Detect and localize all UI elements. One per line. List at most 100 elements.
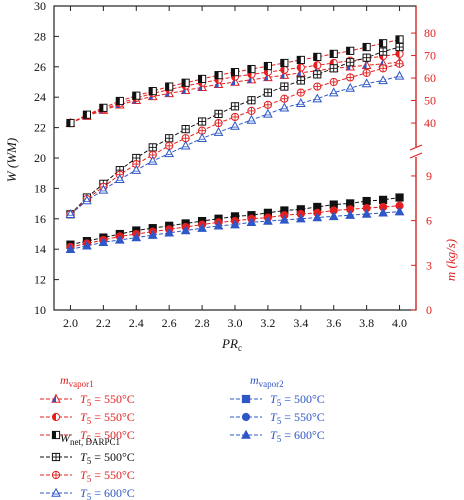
- series-8: [65, 70, 405, 218]
- data-point: [312, 212, 323, 222]
- data-point: [263, 88, 273, 97]
- data-point: [280, 58, 289, 68]
- series-line: [70, 211, 400, 250]
- x-tick-label: 2.2: [96, 316, 111, 330]
- legend-marker: [51, 487, 61, 497]
- data-point: [164, 148, 175, 158]
- data-point: [362, 53, 371, 62]
- legend-group-mvapor1: mvapor1 T5 = 550°C T5 = 550°C T5 = 500°C: [40, 373, 135, 444]
- data-point: [230, 112, 240, 122]
- legend-label: T5 = 500°C: [80, 450, 135, 466]
- data-point: [181, 78, 190, 87]
- data-point: [82, 110, 92, 119]
- data-point: [147, 229, 158, 239]
- data-point: [263, 215, 273, 225]
- legend-title: mvapor2: [250, 373, 284, 389]
- data-point: [395, 42, 404, 52]
- series-line: [70, 197, 400, 246]
- data-point: [247, 96, 256, 105]
- legend-title: mvapor1: [60, 373, 94, 389]
- data-point: [362, 196, 371, 206]
- data-point: [246, 114, 257, 124]
- legend-marker: [51, 412, 61, 422]
- y-left-tick-label: 22: [34, 121, 46, 135]
- data-point: [197, 132, 207, 142]
- legend-label: T5 = 550°C: [80, 468, 135, 484]
- data-point: [98, 184, 109, 194]
- data-point: [165, 82, 174, 91]
- legend-label: T5 = 500°C: [270, 392, 325, 408]
- y-right-axis-label: m (kg/s): [443, 239, 458, 281]
- data-point: [99, 103, 108, 112]
- data-point: [345, 209, 356, 219]
- legend-label: T5 = 550°C: [270, 410, 325, 426]
- plot-frame: [53, 5, 417, 311]
- data-point: [313, 52, 322, 62]
- data-point: [164, 227, 175, 237]
- y-right-tick-label: 70: [424, 49, 436, 63]
- data-point: [115, 96, 124, 106]
- legend-group-mvapor2: mvapor2 T5 = 500°C T5 = 550°C T5 = 600°C: [230, 373, 325, 444]
- data-point: [148, 143, 157, 152]
- data-point: [114, 174, 125, 183]
- series-line: [70, 205, 400, 248]
- legend-label: T5 = 500°C: [80, 428, 135, 444]
- data-point: [263, 100, 273, 109]
- y-left-tick-label: 30: [34, 0, 46, 13]
- data-point: [213, 220, 224, 230]
- data-point: [214, 71, 223, 80]
- x-tick-label: 3.4: [293, 316, 308, 330]
- data-point: [263, 72, 273, 82]
- legend-marker: [241, 394, 251, 404]
- series-2: [66, 35, 404, 128]
- data-point: [131, 232, 142, 242]
- data-point: [361, 208, 372, 218]
- data-point: [346, 58, 355, 67]
- data-point: [378, 207, 388, 217]
- y-left-axis-label: W (WM): [4, 138, 19, 182]
- data-point: [280, 94, 289, 103]
- data-point: [313, 70, 322, 79]
- data-point: [197, 117, 207, 126]
- y-right-tick-label: 80: [424, 26, 436, 40]
- y-right-tick-label: 50: [424, 94, 436, 108]
- data-point: [378, 75, 388, 85]
- data-point: [328, 211, 339, 221]
- y-left-tick-label: 16: [34, 212, 46, 226]
- legend-marker: [51, 452, 61, 462]
- data-point: [329, 64, 338, 73]
- data-point: [147, 155, 158, 165]
- legend-marker: [241, 412, 251, 422]
- data-point: [131, 164, 142, 174]
- data-point: [395, 49, 404, 58]
- legend-marker: [51, 393, 61, 403]
- data-point: [280, 82, 289, 91]
- data-point: [263, 68, 273, 77]
- data-point: [280, 65, 289, 74]
- data-point: [313, 61, 322, 70]
- data-point: [378, 195, 388, 204]
- data-point: [230, 120, 240, 130]
- data-point: [98, 237, 109, 246]
- data-point: [362, 42, 371, 52]
- data-point: [279, 69, 290, 79]
- data-point: [296, 88, 305, 97]
- axis-break-gap: [413, 147, 419, 157]
- data-point: [180, 140, 191, 150]
- data-point: [329, 77, 338, 87]
- data-point: [296, 55, 305, 65]
- x-tick-label: 3.0: [228, 316, 243, 330]
- y-left-tick-label: 14: [34, 242, 46, 256]
- data-point: [230, 219, 240, 229]
- series-line: [70, 75, 400, 215]
- y-left-tick-label: 12: [34, 273, 46, 287]
- legend-label: T5 = 600°C: [270, 428, 325, 444]
- data-point: [114, 234, 125, 244]
- data-point: [180, 225, 191, 235]
- data-point: [378, 47, 388, 56]
- x-tick-label: 3.2: [260, 316, 275, 330]
- data-point: [296, 76, 305, 85]
- data-point: [361, 60, 372, 69]
